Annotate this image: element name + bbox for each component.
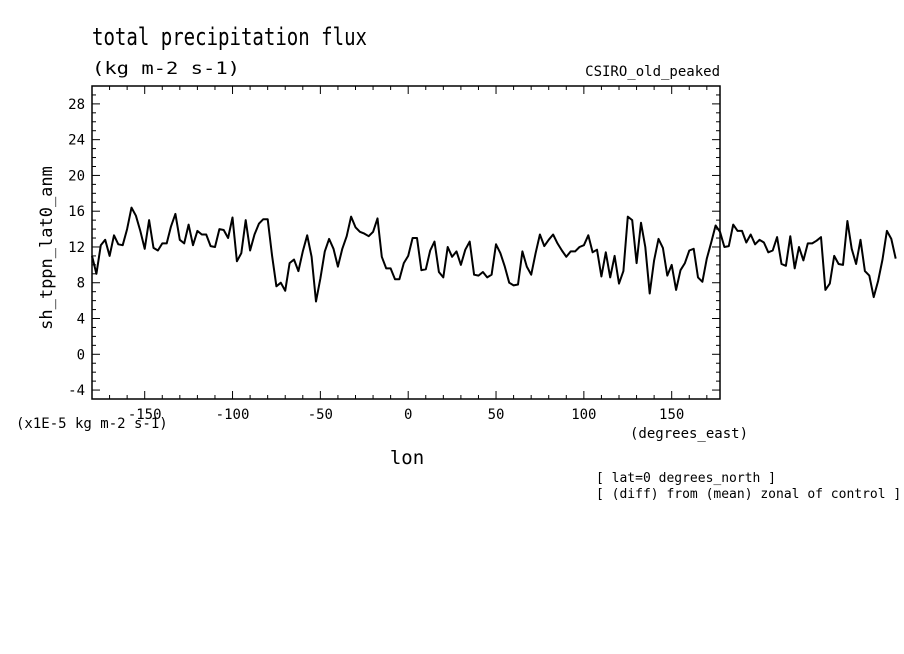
x-axis-label: lon: [390, 447, 424, 469]
y-axis-label: sh_tppn_lat0_anm: [37, 166, 57, 330]
chart-title: total precipitation flux: [92, 23, 367, 51]
lat-note: [ lat=0 degrees_north ]: [596, 471, 776, 486]
y-tick-label: 4: [77, 312, 85, 328]
y-tick-label: 16: [68, 204, 85, 220]
y-tick-label: 20: [68, 168, 85, 184]
x-units-label: (degrees_east): [630, 426, 748, 442]
y-tick-label: 0: [77, 347, 85, 363]
x-tick-label: -50: [308, 407, 333, 423]
x-tick-label: 150: [659, 407, 684, 423]
x-tick-label: 0: [404, 407, 412, 423]
y-scale-note: (x1E-5 kg m-2 s-1): [16, 416, 168, 432]
chart-units: (kg m-2 s-1): [92, 59, 240, 79]
plot-axes: -4 0 4 8 12 16 20 24 28 -150 -100 -50 0 50 100 150: [68, 85, 721, 423]
y-tick-label: 24: [68, 133, 85, 149]
x-tick-label: 100: [571, 407, 596, 423]
x-tick-label: -150: [128, 407, 162, 423]
y-tick-label: 8: [77, 276, 85, 292]
plot-frame: [91, 85, 721, 400]
model-label: CSIRO_old_peaked: [585, 64, 720, 80]
y-tick-label: 28: [68, 97, 85, 113]
y-tick-label: -4: [68, 383, 85, 399]
diff-note: [ (diff) from (mean) zonal of control ]: [596, 487, 901, 502]
y-tick-label: 12: [68, 240, 85, 256]
x-tick-label: -100: [216, 407, 250, 423]
series-line: [91, 206, 897, 303]
x-tick-label: 50: [488, 407, 505, 423]
